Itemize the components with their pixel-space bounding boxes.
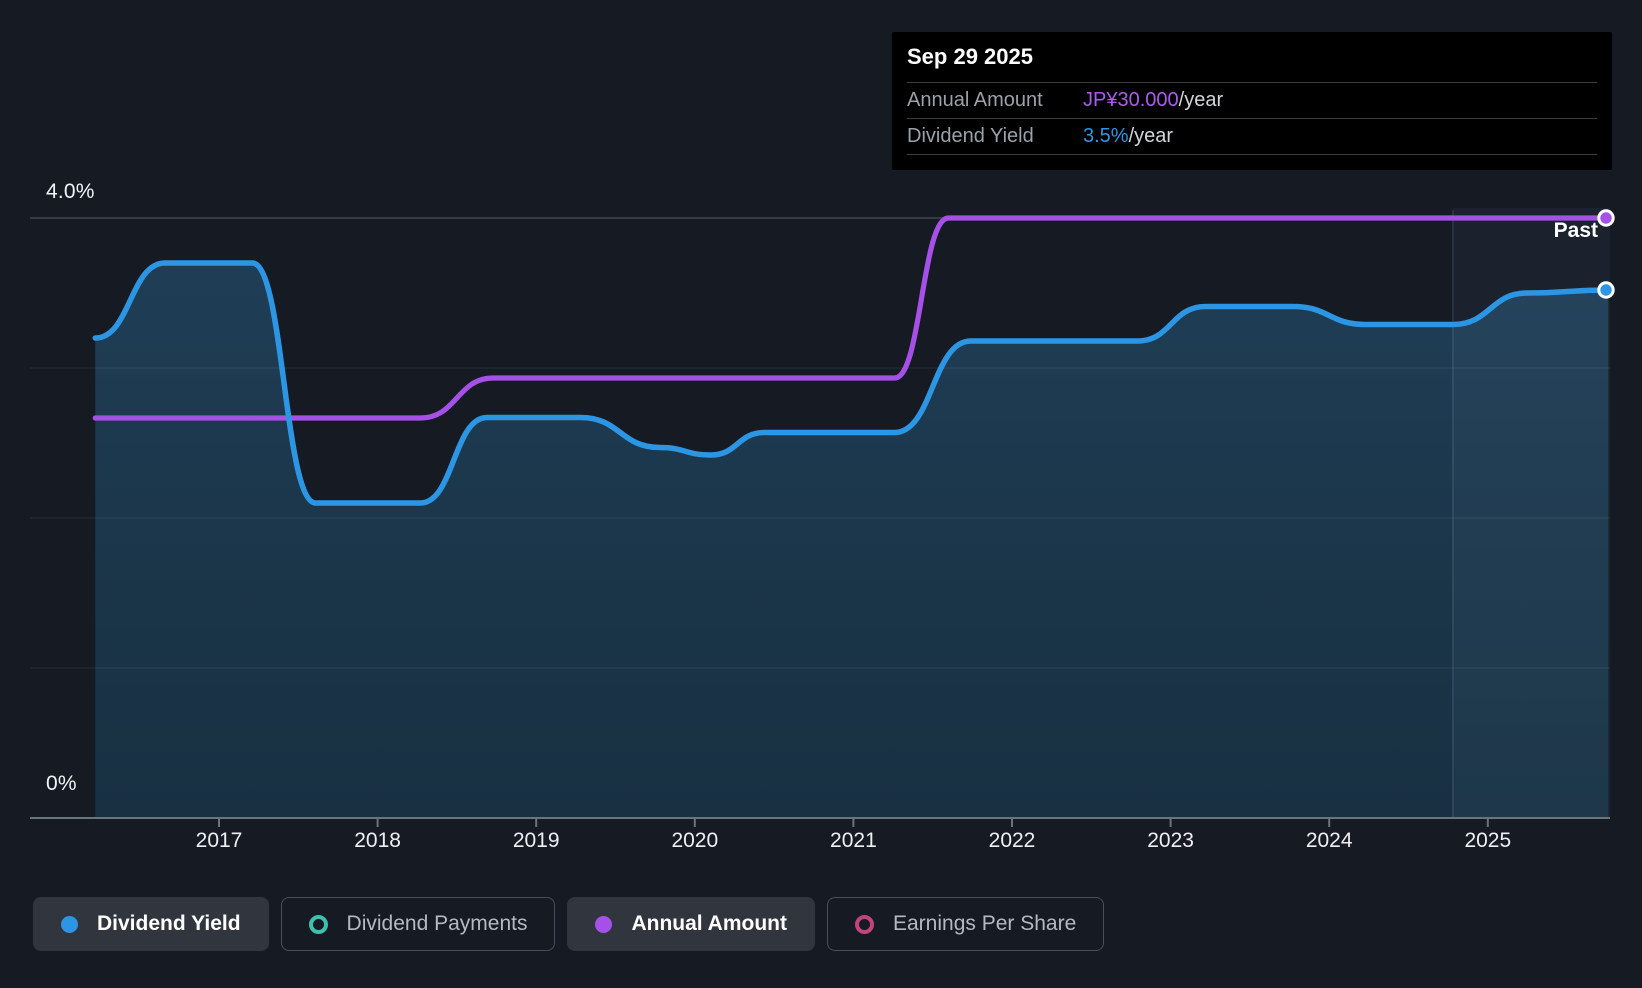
tooltip-label: Dividend Yield — [907, 125, 1034, 147]
legend-chip-annual-amount[interactable]: Annual Amount — [567, 897, 815, 951]
filled-circle-icon-dividend-yield — [61, 915, 78, 933]
x-axis-label-2019: 2019 — [512, 829, 560, 852]
annual-amount-end-marker — [1597, 209, 1615, 227]
legend-chip-dividend-yield[interactable]: Dividend Yield — [33, 897, 269, 951]
dividend-yield-end-marker — [1597, 281, 1615, 299]
legend-chip-label: Earnings Per Share — [893, 912, 1077, 935]
tooltip-label: Annual Amount — [907, 89, 1043, 111]
x-axis-label-2017: 2017 — [195, 829, 243, 852]
tooltip-row-dividend-yield: Dividend Yield 3.5%/year — [907, 118, 1597, 155]
tooltip-date: Sep 29 2025 — [907, 44, 1033, 69]
past-region-label: Past — [1553, 219, 1598, 242]
x-axis-label-2020: 2020 — [671, 829, 719, 852]
chart-tooltip: Sep 29 2025 Annual Amount JP¥30.000/year… — [892, 32, 1612, 170]
legend-chip-dividend-payments[interactable]: Dividend Payments — [280, 897, 556, 951]
open-circle-icon-earnings-per-share — [855, 914, 874, 934]
tooltip-value: JP¥30.000 — [1083, 89, 1179, 111]
annual-amount-line — [92, 215, 1611, 421]
chart-legend: Dividend Yield Dividend Payments Annual Am… — [33, 897, 1105, 951]
y-axis-label-bottom: 0% — [46, 772, 77, 795]
legend-chip-label: Dividend Payments — [346, 912, 528, 935]
dividend-yield-line — [92, 260, 1612, 506]
open-circle-icon-dividend-payments — [308, 914, 328, 934]
tooltip-value-suffix: /year — [1178, 89, 1224, 111]
x-axis-label-2023: 2023 — [1147, 829, 1194, 852]
filled-circle-icon-annual-amount — [595, 915, 613, 933]
x-axis-label-2025: 2025 — [1464, 829, 1512, 852]
x-axis-label-2022: 2022 — [988, 829, 1036, 852]
legend-chip-earnings-per-share[interactable]: Earnings Per Share — [827, 897, 1105, 951]
legend-chip-label: Dividend Yield — [97, 912, 241, 935]
y-axis-label-top: 4.0% — [46, 180, 95, 203]
x-axis-label-2024: 2024 — [1305, 829, 1353, 852]
tooltip-row-annual-amount: Annual Amount JP¥30.000/year — [907, 82, 1597, 118]
dividend-yield-area — [95, 263, 1609, 818]
tooltip-value: 3.5% — [1083, 125, 1129, 147]
tooltip-value-suffix: /year — [1128, 125, 1174, 147]
recent-period-highlight-band — [1452, 208, 1610, 818]
x-axis-label-2018: 2018 — [354, 829, 401, 852]
legend-chip-label: Annual Amount — [631, 912, 787, 935]
x-axis-label-2021: 2021 — [830, 829, 877, 852]
